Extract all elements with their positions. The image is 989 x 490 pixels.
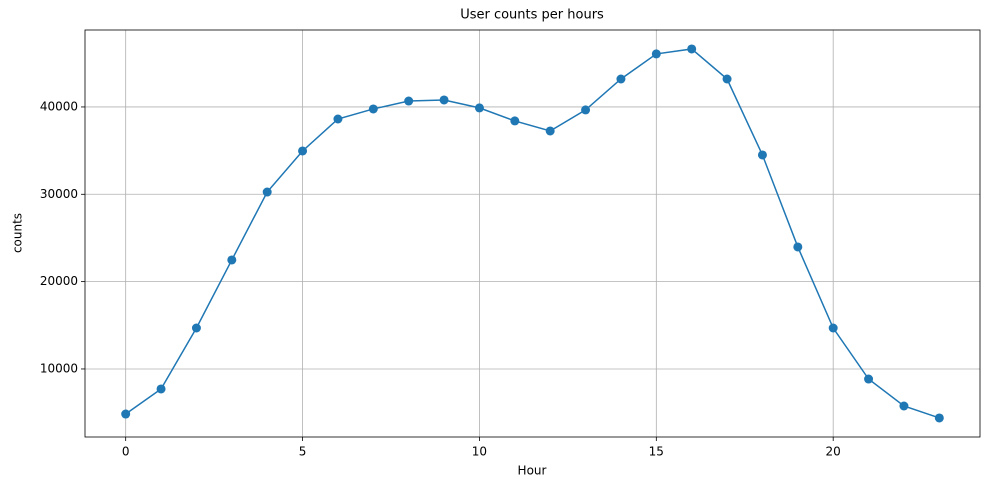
marker [722,74,732,84]
plot-frame [84,29,981,438]
x-axis-label: Hour [518,464,547,478]
line [125,48,940,419]
marker [474,103,484,113]
marker [934,413,944,423]
marker [156,384,166,394]
marker [262,187,272,197]
marker [828,323,838,333]
marker [404,96,414,106]
chart-title: User counts per hours [460,8,604,23]
marker [864,374,874,384]
marker [439,95,449,105]
y-tick-label: 10000 [40,361,78,375]
y-tick-label: 30000 [40,187,78,201]
x-tick-label: 10 [472,445,487,459]
marker [298,146,308,156]
marker [191,323,201,333]
x-tick-label: 5 [299,445,307,459]
marker [121,409,131,419]
x-tick-label: 15 [649,445,664,459]
x-tick-label: 20 [826,445,841,459]
marker [227,255,237,265]
marker [687,44,697,54]
marker [333,114,343,124]
marker [793,242,803,252]
y-tick-label: 40000 [40,99,78,113]
x-tick-label: 0 [122,445,130,459]
marker [616,74,626,84]
y-axis-label: counts [11,213,25,253]
marker [545,126,555,136]
marker [899,401,909,411]
marker [581,105,591,115]
y-tick-label: 20000 [40,274,78,288]
marker [368,104,378,114]
marker [651,49,661,59]
marker [757,150,767,160]
marker [510,116,520,126]
